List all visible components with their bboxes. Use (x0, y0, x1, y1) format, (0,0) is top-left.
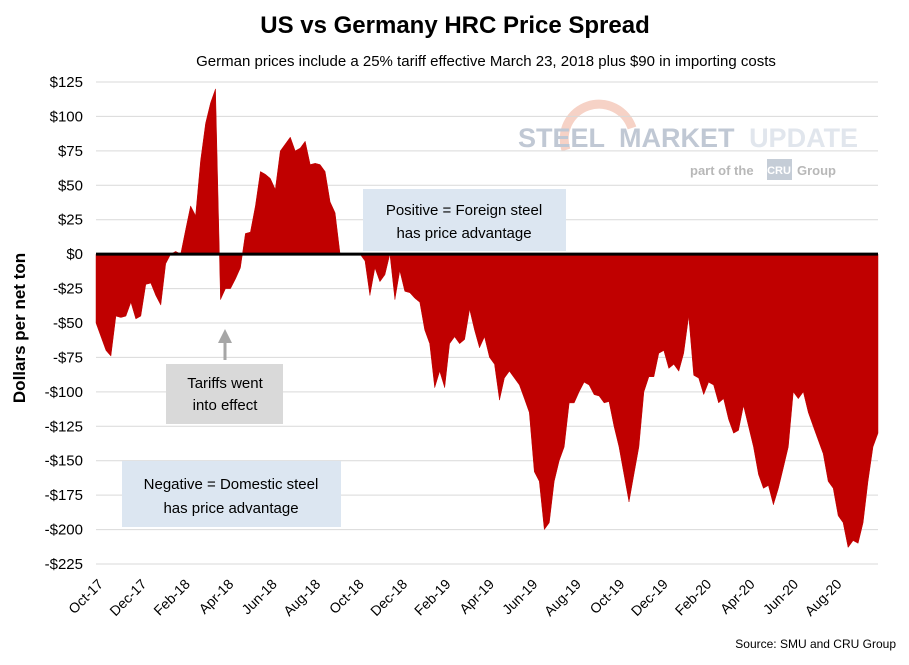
y-tick-label: $50 (58, 177, 83, 194)
x-tick-label: Jun-19 (499, 576, 541, 618)
steel-market-update-logo: STEEL MARKET UPDATE part of the CRU Grou… (518, 99, 858, 180)
logo-word-steel: STEEL (518, 123, 605, 153)
x-tick-label: Jun-20 (760, 576, 802, 618)
y-tick-label: $125 (50, 74, 83, 91)
logo-word-update: UPDATE (749, 123, 858, 153)
x-tick-label: Apr-20 (717, 576, 758, 617)
y-tick-label: -$50 (53, 315, 83, 332)
y-tick-label: -$125 (45, 418, 83, 435)
x-tick-label: Apr-19 (456, 576, 497, 617)
y-tick-label: $25 (58, 212, 83, 229)
x-tick-label: Aug-18 (280, 576, 323, 619)
positive-note-line1: Positive = Foreign steel (386, 202, 542, 219)
y-tick-label: -$150 (45, 453, 83, 470)
tariff-note: Tariffs went into effect (166, 329, 283, 424)
positive-note-box (363, 189, 566, 251)
logo-arc-icon (559, 99, 637, 152)
logo-tagline-pre: part of the (690, 163, 754, 178)
tariff-note-line2: into effect (193, 397, 259, 414)
logo-wordmark: STEEL MARKET UPDATE (518, 123, 858, 153)
negative-note: Negative = Domestic steel has price adva… (122, 461, 341, 527)
spread-area (95, 88, 879, 549)
x-tick-label: Apr-18 (195, 576, 236, 617)
y-tick-label: -$100 (45, 384, 83, 401)
tariff-arrow-head-icon (218, 329, 232, 343)
x-tick-label: Aug-19 (541, 576, 584, 619)
y-tick-label: -$175 (45, 487, 83, 504)
positive-note: Positive = Foreign steel has price advan… (363, 189, 566, 251)
y-tick-label: -$200 (45, 522, 83, 539)
logo-cru-badge-icon (767, 159, 792, 180)
negative-note-box (122, 461, 341, 527)
logo-cru-text: CRU (767, 165, 791, 177)
negative-note-line1: Negative = Domestic steel (144, 476, 319, 493)
x-tick-label: Oct-18 (326, 576, 367, 617)
x-tick-label: Dec-19 (628, 576, 671, 619)
x-tick-label: Aug-20 (801, 576, 844, 619)
x-axis-ticks: Oct-17 Dec-17 Feb-18 Apr-18 Jun-18 Aug-18 Oct-… (65, 576, 845, 619)
x-tick-label: Feb-20 (672, 576, 715, 619)
x-tick-label: Feb-18 (150, 576, 193, 619)
series-area (95, 88, 879, 549)
negative-note-line2: has price advantage (163, 500, 298, 517)
y-axis-ticks: $125 $100 $75 $50 $25 $0 -$25 -$50 -$75 -$100 -$12… (45, 74, 83, 573)
source-note: Source: SMU and CRU Group (735, 637, 896, 651)
y-tick-label: $100 (50, 108, 83, 125)
positive-note-line2: has price advantage (396, 225, 531, 242)
chart-subtitle: German prices include a 25% tariff effec… (196, 53, 776, 70)
y-tick-label: $0 (66, 246, 83, 263)
x-tick-label: Dec-17 (106, 576, 149, 619)
chart-title: US vs Germany HRC Price Spread (260, 12, 650, 39)
logo-tagline-post: Group (797, 163, 836, 178)
y-tick-label: -$25 (53, 281, 83, 298)
y-tick-label: $75 (58, 143, 83, 160)
tariff-note-box (166, 364, 283, 424)
tariff-note-line1: Tariffs went (187, 375, 263, 392)
x-tick-label: Oct-19 (586, 576, 627, 617)
x-tick-label: Feb-19 (411, 576, 454, 619)
logo-word-market: MARKET (619, 123, 735, 153)
y-axis-label: Dollars per net ton (10, 253, 29, 403)
y-tick-label: -$225 (45, 556, 83, 573)
y-tick-label: -$75 (53, 349, 83, 366)
x-tick-label: Jun-18 (238, 576, 280, 618)
x-tick-label: Oct-17 (65, 576, 106, 617)
x-tick-label: Dec-18 (367, 576, 410, 619)
